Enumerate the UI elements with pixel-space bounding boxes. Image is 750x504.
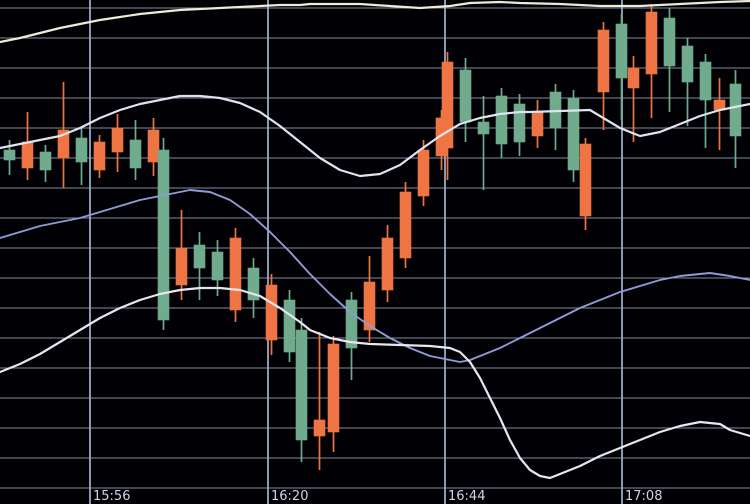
candle-body [75,137,88,163]
candle-body [265,284,278,341]
candle-body [229,237,242,311]
candle-body [495,95,508,145]
candle-body [459,69,472,123]
candle-body [147,129,160,163]
candle-body [627,67,640,89]
candle-body [663,17,676,67]
candle-body [729,83,742,137]
candle-body [39,151,52,171]
candle-body [175,247,188,286]
candle-body [247,267,260,301]
candle-body [363,281,376,331]
x-tick-label: 16:44 [448,489,486,504]
candle-body [417,149,430,197]
candle-body [699,61,712,101]
candle-body [645,11,658,75]
candle-body [313,419,326,437]
candle-body [615,23,628,79]
x-tick-label: 17:08 [625,489,663,504]
candle-body [579,143,592,217]
indicator-line-lower-band-white [0,286,750,480]
candle-series [3,4,742,470]
indicator-lines [0,0,750,480]
candle-body [129,139,142,169]
candle-body [93,141,106,171]
candle-body [381,237,394,291]
candle-body [211,251,224,281]
candle-body [597,29,610,93]
indicator-line-upper-band [0,0,750,44]
candle-body [57,129,70,159]
x-tick-label: 15:56 [93,489,131,504]
candle-body [21,141,34,169]
candle-body [327,343,340,433]
candle-body [283,299,296,353]
candle-body [111,127,124,153]
candle-body [3,149,16,161]
candle-body [531,111,544,137]
candle-body [157,149,170,321]
candle-body [441,61,454,149]
candle-body [567,97,580,171]
x-tick-label: 16:20 [271,489,309,504]
candle-body [295,329,308,441]
candle-body [513,103,526,143]
candle-body [345,299,358,349]
candle-body [477,121,490,135]
indicator-line-mid-upper-white-line [0,94,750,178]
candle-body [399,191,412,259]
candle-body [681,45,694,83]
horizontal-gridlines [0,7,750,489]
indicator-line-middle-band-blue [0,189,750,363]
candle-body [193,244,206,269]
